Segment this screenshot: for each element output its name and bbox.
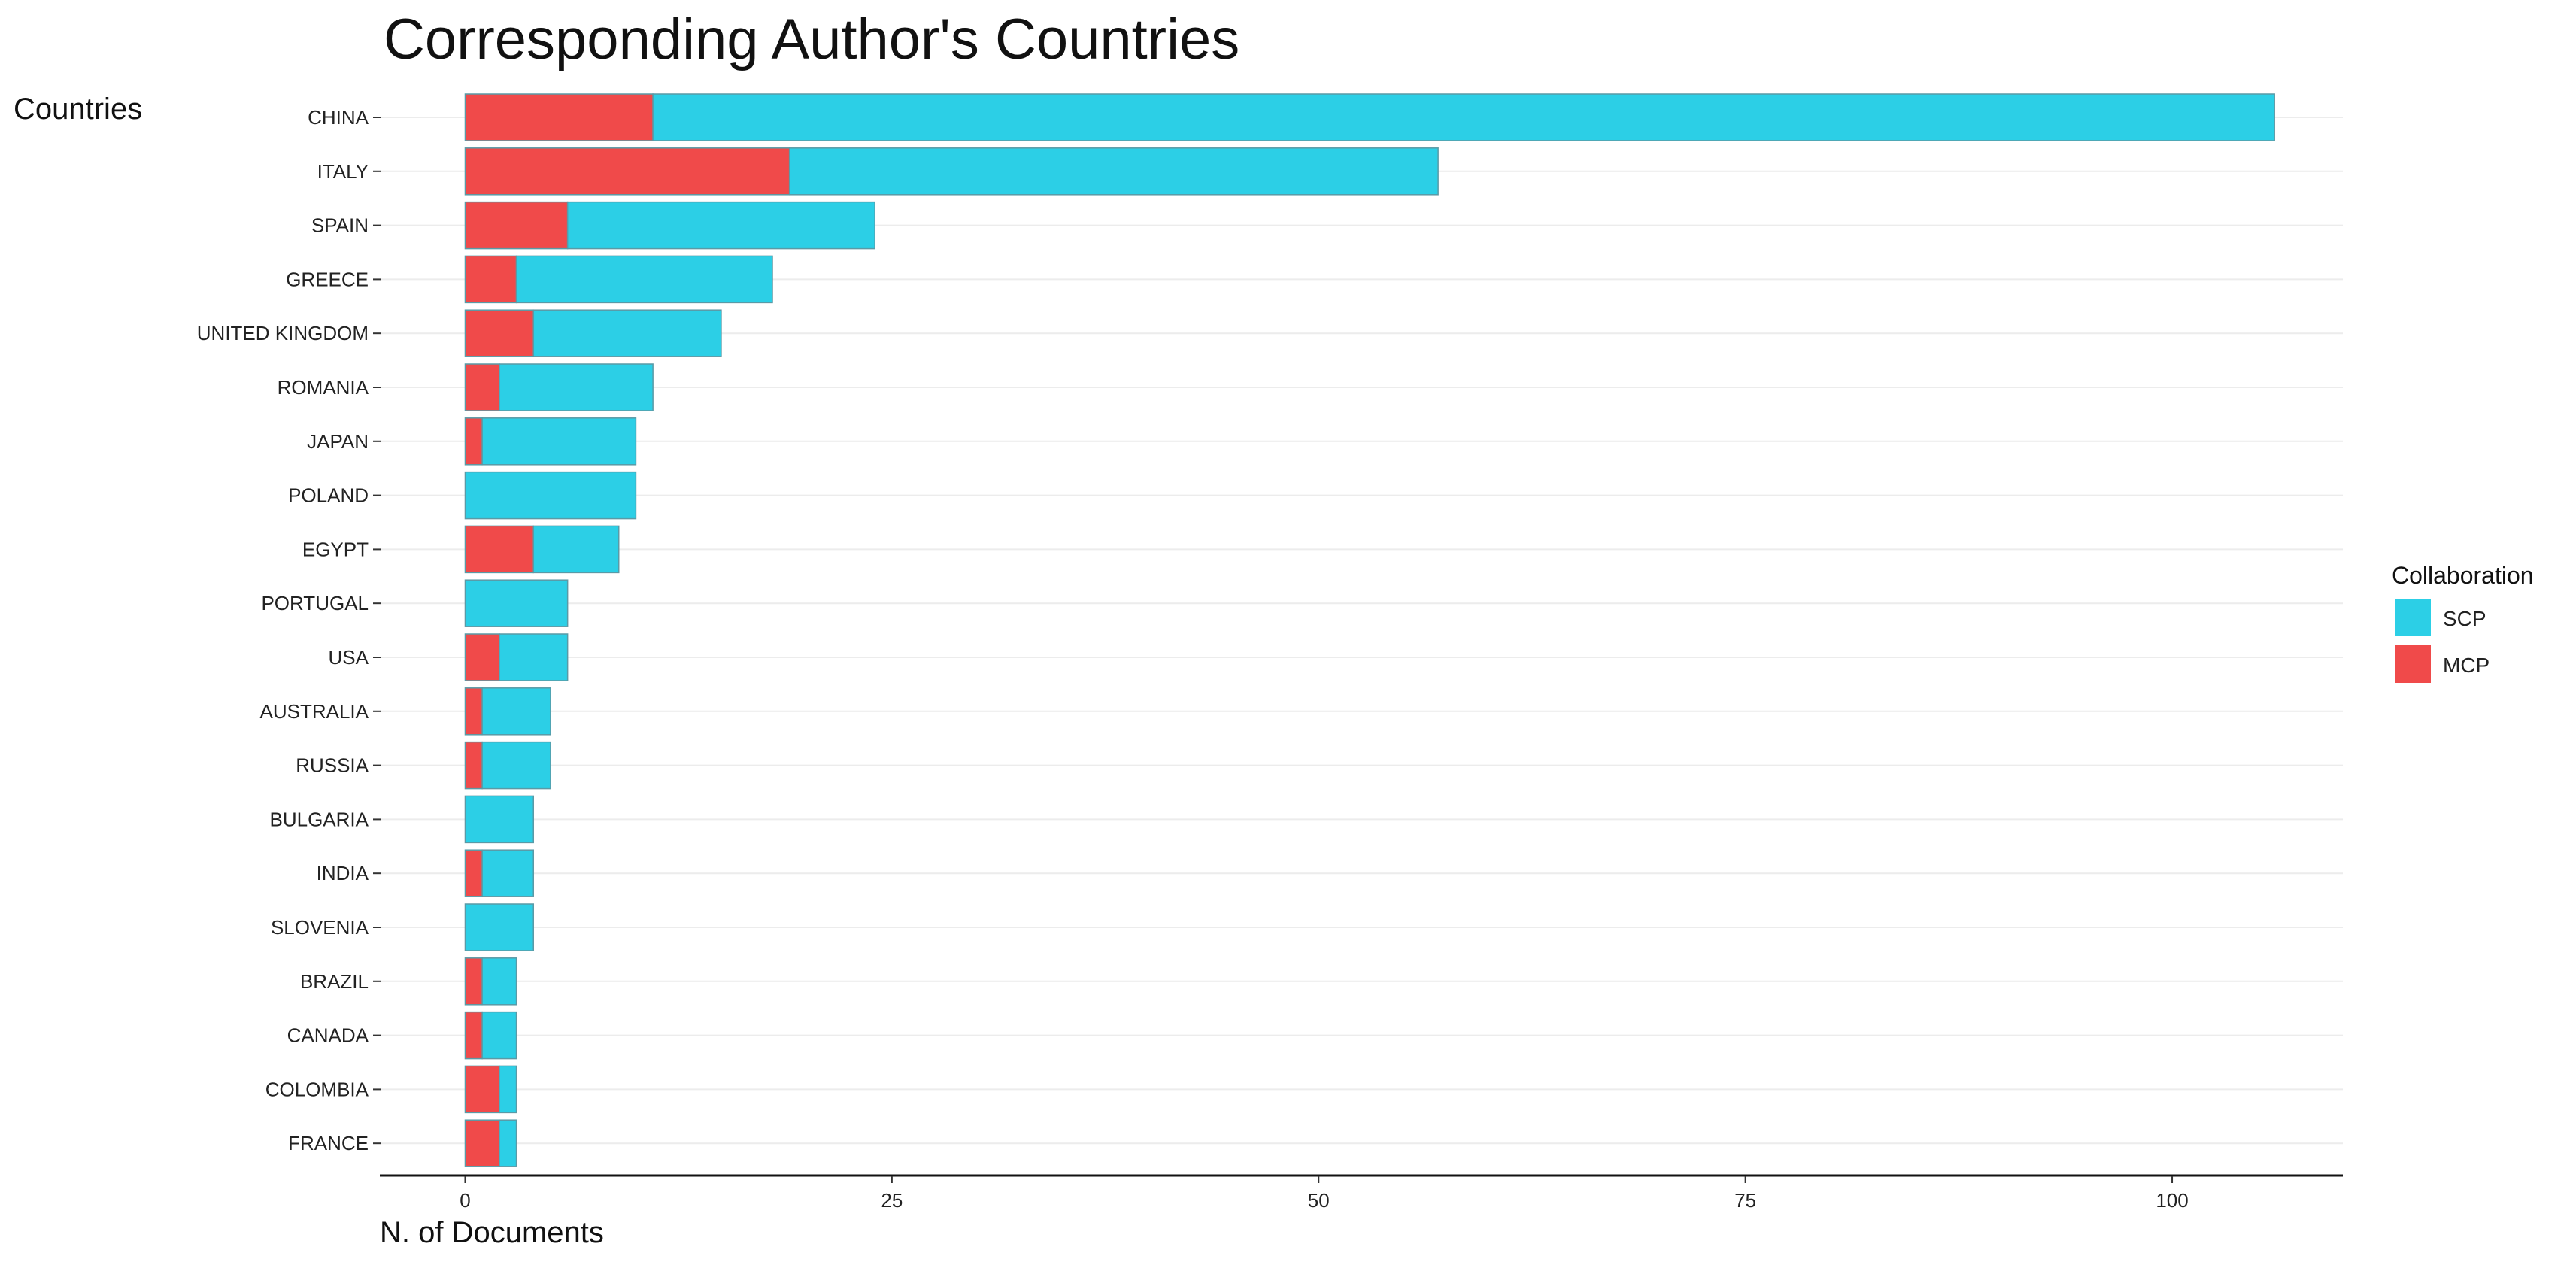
y-tick-label-slovenia: SLOVENIA — [271, 916, 369, 939]
legend: Collaboration SCP MCP — [2392, 562, 2534, 683]
y-tick-label-france: FRANCE — [288, 1132, 369, 1154]
bar-italy-mcp — [464, 147, 790, 196]
bar-spain-scp — [566, 201, 875, 250]
bar-poland-scp — [464, 471, 637, 520]
bar-russia-scp — [481, 741, 551, 790]
bar-bulgaria-scp — [464, 795, 535, 844]
bar-greece-scp — [515, 255, 773, 304]
y-tick-label-greece: GREECE — [286, 268, 369, 290]
bar-egypt-scp — [532, 525, 620, 574]
legend-swatch-scp — [2395, 599, 2431, 636]
y-tick-label-spain: SPAIN — [311, 214, 369, 237]
legend-label-mcp: MCP — [2443, 654, 2490, 677]
bar-slovenia-scp — [464, 903, 535, 951]
y-tick-label-china: CHINA — [308, 106, 369, 129]
x-axis-title: N. of Documents — [380, 1216, 604, 1249]
bar-spain-mcp — [464, 201, 569, 250]
bar-usa-mcp — [464, 633, 500, 681]
bar-united-kingdom-mcp — [464, 309, 535, 357]
bar-china-mcp — [464, 93, 654, 141]
x-tick-label-0: 0 — [460, 1189, 470, 1212]
bar-japan-scp — [481, 417, 637, 466]
bar-united-kingdom-scp — [532, 309, 722, 357]
y-tick-label-bulgaria: BULGARIA — [270, 808, 369, 830]
y-tick-label-egypt: EGYPT — [302, 538, 369, 560]
bar-canada-mcp — [464, 1011, 483, 1060]
y-tick-label-united-kingdom: UNITED KINGDOM — [197, 322, 369, 344]
legend-label-scp: SCP — [2443, 607, 2486, 630]
bar-romania-scp — [499, 363, 654, 411]
bar-canada-scp — [481, 1011, 517, 1060]
y-tick-label-brazil: BRAZIL — [300, 970, 369, 993]
x-tick-label-100: 100 — [2156, 1189, 2188, 1212]
y-tick-label-romania: ROMANIA — [278, 376, 369, 399]
x-tick-label-50: 50 — [1308, 1189, 1330, 1212]
bar-portugal-scp — [464, 579, 569, 627]
chart-title: Corresponding Author's Countries — [384, 8, 1239, 71]
bar-france-mcp — [464, 1119, 500, 1167]
x-tick-label-25: 25 — [881, 1189, 903, 1212]
bar-romania-mcp — [464, 363, 500, 411]
bar-india-mcp — [464, 849, 483, 897]
bar-china-scp — [652, 93, 2275, 141]
y-tick-label-portugal: PORTUGAL — [261, 592, 369, 614]
bar-brazil-scp — [481, 957, 517, 1006]
bar-usa-scp — [499, 633, 569, 681]
y-axis-title: Countries — [14, 93, 142, 126]
y-tick-label-colombia: COLOMBIA — [265, 1078, 369, 1100]
y-tick-label-australia: AUSTRALIA — [260, 700, 369, 723]
y-tick-label-usa: USA — [329, 646, 369, 669]
bar-australia-scp — [481, 687, 551, 736]
y-tick-label-russia: RUSSIA — [296, 754, 369, 777]
bar-russia-mcp — [464, 741, 483, 790]
bar-japan-mcp — [464, 417, 483, 466]
bar-egypt-mcp — [464, 525, 535, 574]
y-tick-label-poland: POLAND — [288, 484, 369, 507]
legend-swatch-mcp — [2395, 645, 2431, 683]
y-tick-label-canada: CANADA — [287, 1024, 369, 1047]
bar-india-scp — [481, 849, 535, 897]
y-tick-label-italy: ITALY — [317, 160, 369, 183]
y-tick-label-india: INDIA — [317, 862, 369, 884]
plot-area: CHINA ITALY SPAIN GREECE UNITED KINGDOM ROMAN… — [197, 93, 2343, 1212]
bar-colombia-scp — [499, 1065, 517, 1114]
legend-title: Collaboration — [2392, 562, 2534, 589]
x-tick-label-75: 75 — [1734, 1189, 1756, 1212]
bar-australia-mcp — [464, 687, 483, 736]
y-tick-label-japan: JAPAN — [307, 430, 369, 453]
bar-italy-scp — [788, 147, 1439, 196]
bar-france-scp — [499, 1119, 517, 1167]
bar-brazil-mcp — [464, 957, 483, 1006]
bar-colombia-mcp — [464, 1065, 500, 1114]
bar-greece-mcp — [464, 255, 517, 304]
